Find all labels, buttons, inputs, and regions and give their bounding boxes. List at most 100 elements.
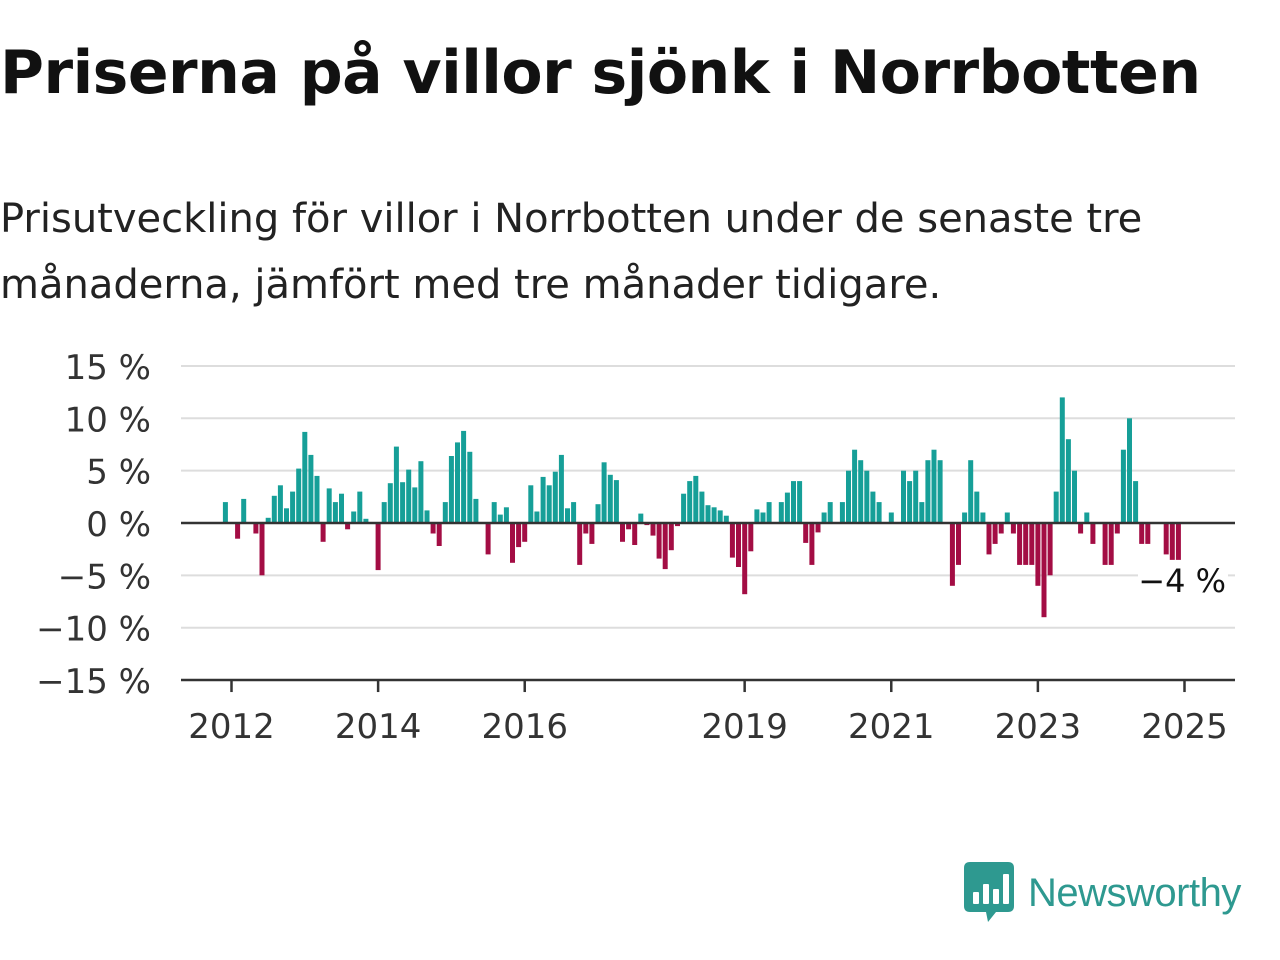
negative-bar	[345, 523, 351, 530]
positive-bar	[839, 502, 845, 523]
positive-bar	[876, 502, 882, 523]
y-tick-label: −15 %	[36, 662, 151, 702]
positive-bar	[271, 495, 277, 523]
positive-bar	[381, 502, 387, 523]
positive-bar	[968, 460, 974, 523]
negative-bar	[235, 523, 241, 539]
negative-bar	[803, 523, 809, 543]
positive-bar	[711, 507, 717, 523]
positive-bar	[552, 471, 558, 523]
positive-bar	[497, 514, 503, 523]
positive-bar	[491, 502, 497, 523]
positive-bar	[455, 442, 460, 523]
positive-bar	[925, 460, 931, 523]
negative-bar	[626, 523, 632, 530]
positive-bar	[1127, 418, 1132, 523]
positive-bar	[699, 491, 705, 523]
positive-bar	[332, 502, 338, 523]
positive-bar	[693, 475, 699, 523]
positive-bar	[601, 462, 607, 523]
bars	[222, 397, 1181, 618]
positive-bar	[284, 508, 289, 523]
x-tick-label: 2014	[335, 707, 422, 747]
negative-bar	[516, 523, 522, 548]
negative-bar	[620, 523, 625, 542]
positive-bar	[827, 502, 833, 523]
positive-bar	[766, 502, 772, 523]
x-tick-label: 2025	[1141, 707, 1228, 747]
negative-bar	[1041, 523, 1047, 618]
negative-bar	[668, 523, 674, 551]
positive-bar	[339, 493, 344, 523]
positive-bar	[919, 502, 925, 523]
positive-bar	[473, 498, 479, 523]
positive-bar	[931, 449, 937, 523]
y-tick-label: 5 %	[86, 453, 151, 493]
positive-bar	[846, 470, 851, 523]
positive-bar	[442, 502, 448, 523]
positive-bar	[784, 492, 790, 523]
negative-bar	[589, 523, 595, 544]
negative-bar	[253, 523, 259, 534]
negative-bar	[1090, 523, 1096, 544]
positive-bar	[357, 491, 363, 523]
negative-bar	[1078, 523, 1084, 534]
brand-name: Newsworthy	[1028, 870, 1241, 915]
y-tick-label: 0 %	[86, 505, 151, 545]
positive-bar	[277, 485, 283, 523]
negative-bar	[1102, 523, 1108, 565]
positive-bar	[913, 470, 919, 523]
positive-bar	[565, 508, 570, 523]
positive-bar	[937, 460, 943, 523]
positive-bar	[974, 491, 980, 523]
positive-bar	[326, 488, 332, 523]
negative-bar	[632, 523, 638, 545]
positive-bar	[870, 491, 876, 523]
positive-bar	[296, 468, 302, 523]
negative-bar	[656, 523, 662, 559]
positive-bar	[980, 512, 986, 523]
positive-bar	[962, 512, 968, 523]
positive-bar	[1065, 439, 1071, 523]
negative-bar	[986, 523, 992, 555]
x-tick-label: 2016	[481, 707, 568, 747]
positive-bar	[638, 513, 644, 523]
negative-bar	[1175, 523, 1181, 565]
negative-bar	[1145, 523, 1151, 544]
y-axis-tick-labels: 15 % 10 % 5 % 0 % −5 % −10 % −15 %	[36, 348, 151, 702]
positive-bar	[754, 509, 760, 523]
negative-bar	[809, 523, 815, 565]
negative-bar	[736, 523, 741, 567]
negative-bar	[1035, 523, 1041, 586]
positive-bar	[1004, 512, 1010, 523]
negative-bar	[485, 523, 491, 555]
x-tick-label: 2019	[701, 707, 788, 747]
positive-bar	[1053, 491, 1059, 523]
negative-bar	[1108, 523, 1114, 565]
positive-bar	[778, 502, 784, 523]
positive-bar	[864, 470, 870, 523]
negative-bar	[1163, 523, 1169, 555]
positive-bar	[1133, 481, 1139, 523]
positive-bar	[821, 512, 827, 523]
negative-bar	[742, 523, 748, 595]
x-tick-label: 2012	[188, 707, 275, 747]
negative-bar	[992, 523, 998, 544]
positive-bar	[852, 449, 858, 523]
positive-bar	[363, 518, 369, 523]
positive-bar	[705, 505, 711, 523]
positive-bar	[461, 430, 467, 523]
x-axis: 2012 2014 2016 2019 2021 2023 2025	[181, 678, 1235, 747]
chart-subtitle: Prisutveckling för villor i Norrbotten u…	[0, 196, 1143, 308]
negative-bar	[259, 523, 265, 576]
positive-bar	[888, 512, 894, 523]
negative-bar	[1114, 523, 1120, 534]
negative-bar	[320, 523, 326, 542]
positive-bar	[858, 460, 864, 523]
y-tick-label: −10 %	[36, 610, 151, 650]
positive-bar	[528, 485, 534, 523]
positive-bar	[351, 511, 357, 523]
positive-bar	[314, 475, 320, 523]
latest-value-annotation: −4 %	[1138, 562, 1226, 600]
negative-bar	[662, 523, 668, 570]
